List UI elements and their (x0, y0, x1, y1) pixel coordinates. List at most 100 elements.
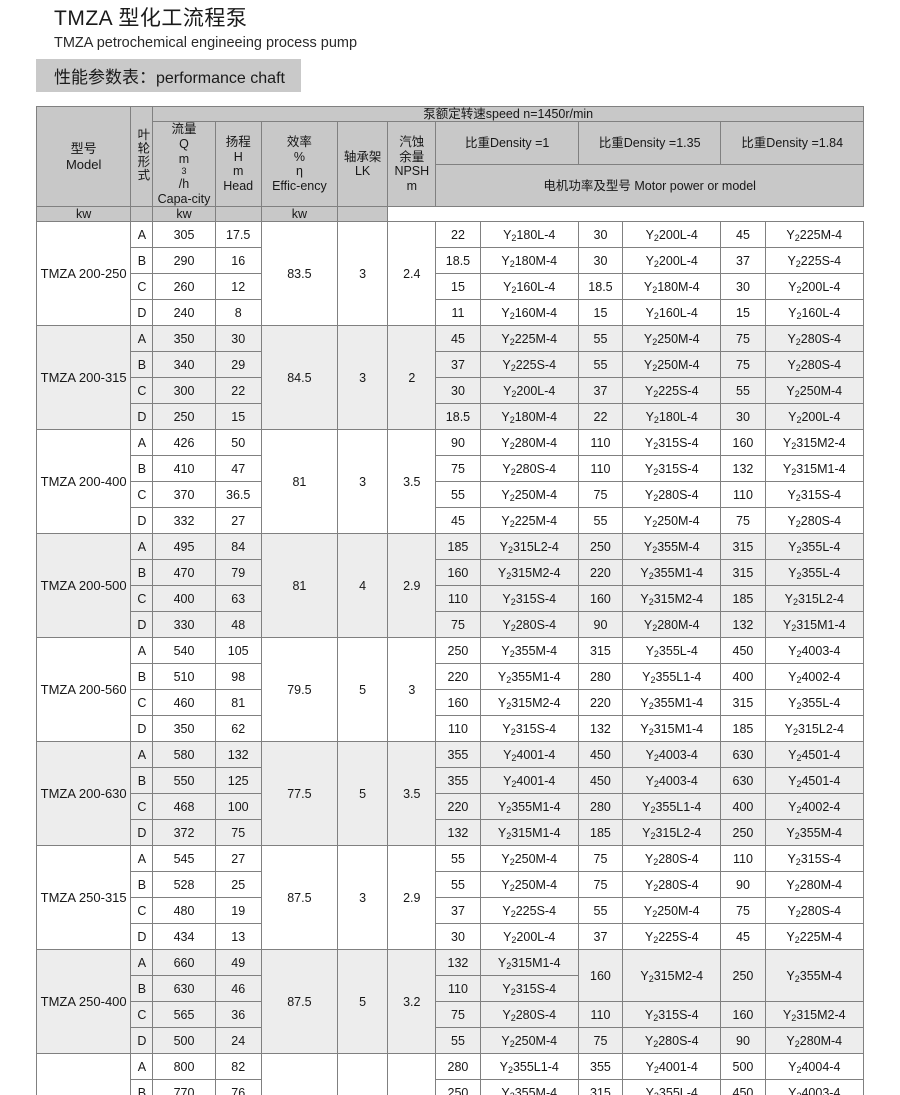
header-model: 型号 Model (35, 106, 132, 208)
motor-density1-cell: Y2315L2-4 (479, 533, 579, 561)
motor-density135-cell: Y2280S-4 (622, 871, 722, 899)
table-row: D 434 13 30 Y2200L-4 37 Y2225S-4 45 Y2225M-4 (37, 923, 865, 951)
head-cell: 30 (214, 325, 262, 353)
kw-density184-cell: 315 (720, 533, 766, 561)
head-cell: 25 (214, 871, 262, 899)
kw-density1-cell: 55 (435, 481, 481, 509)
section-banner: 性能参数表：performance chaft (36, 59, 301, 93)
motor-density135-cell: Y2315S-4 (622, 455, 722, 483)
table-row: D 240 8 11 Y2160M-4 15 Y2160L-4 15 Y2160L-4 (37, 299, 865, 327)
kw-density184-cell: 185 (720, 585, 766, 613)
motor-density1-cell: Y2315S-4 (479, 585, 579, 613)
kw-density184-cell: 132 (720, 611, 766, 639)
kw-density1-cell: 132 (435, 949, 481, 977)
kw-density184-cell: 450 (720, 1079, 766, 1095)
motor-density184-cell: Y2315L2-4 (764, 715, 865, 743)
kw-density184-cell: 15 (720, 299, 766, 327)
vane-cell: C (130, 273, 154, 301)
npsh-cell: 2.4 (387, 221, 437, 327)
npsh-cell: 3 (387, 637, 437, 743)
kw-density184-cell: 75 (720, 897, 766, 925)
title-block: TMZA 型化工流程泵 TMZA petrochemical engineein… (0, 0, 900, 93)
motor-density184-cell: Y2280S-4 (764, 325, 865, 353)
table-row: C 400 63 110 Y2315S-4 160 Y2315M2-4 185 Y2315L2-… (37, 585, 865, 613)
motor-density1-cell: Y2280S-4 (479, 1001, 579, 1029)
motor-density1-cell: Y2315S-4 (479, 715, 579, 743)
motor-density184-cell: Y2200L-4 (764, 403, 865, 431)
vane-cell: A (130, 429, 154, 457)
flow-cell: 250 (152, 403, 216, 431)
motor-density184-cell: Y2225S-4 (764, 247, 865, 275)
kw-density1-cell: 110 (435, 585, 481, 613)
flow-cell: 290 (152, 247, 216, 275)
flow-cell: 260 (152, 273, 216, 301)
motor-density184-cell: Y2315L2-4 (764, 585, 865, 613)
head-cell: 27 (214, 845, 262, 873)
head-cell: 62 (214, 715, 262, 743)
kw-density184-cell: 630 (720, 741, 766, 769)
motor-density184-cell: Y24002-4 (764, 663, 865, 691)
head-cell: 47 (214, 455, 262, 483)
table-row: TMZA 200-400 A 426 50 81 3 3.5 90 Y2280M-4 110 Y23… (35, 429, 865, 535)
flow-cell: 330 (152, 611, 216, 639)
model-cell: TMZA 200-630 (35, 741, 132, 847)
motor-density1-cell: Y2225S-4 (479, 351, 579, 379)
motor-density135-cell: Y2250M-4 (622, 507, 722, 535)
kw-density135-cell: 160 (577, 585, 624, 613)
motor-density184-cell: Y2280M-4 (764, 871, 865, 899)
model-cell: TMZA 200-500 (35, 533, 132, 639)
kw-density135-cell: 450 (577, 741, 624, 769)
kw-density1-cell: 37 (435, 897, 481, 925)
motor-density1-cell: Y2200L-4 (479, 377, 579, 405)
motor-density184-cell: Y2160L-4 (764, 299, 865, 327)
table-row: TMZA 200-315 A 350 30 84.5 3 2 45 Y2225M-4 55 Y225… (35, 325, 865, 431)
vane-cell: C (130, 481, 154, 509)
motor-density1-cell: Y2280M-4 (479, 429, 579, 457)
npsh-cell: 3.2 (387, 949, 437, 1055)
kw-density1-cell: 55 (435, 871, 481, 899)
flow-cell: 528 (152, 871, 216, 899)
header-bearing-bracket: 轴承架 LK (337, 121, 389, 208)
kw-density135-cell: 75 (577, 845, 624, 873)
kw-density135-cell: 220 (577, 559, 624, 587)
table-row: D 372 75 132 Y2315M1-4 185 Y2315L2-4 250 Y2355M-… (37, 819, 865, 847)
model-cell: TMZA 200-400 (35, 429, 132, 535)
flow-cell: 630 (152, 975, 216, 1003)
model-cell: TMZA 250-400 (35, 949, 132, 1055)
flow-cell: 350 (152, 325, 216, 353)
motor-density1-cell: Y2250M-4 (479, 1027, 579, 1055)
motor-density1-cell: Y2315M2-4 (479, 559, 579, 587)
vane-cell: A (130, 325, 154, 353)
model-cell: TMZA 250-315 (35, 845, 132, 951)
kw-density184-cell: 75 (720, 351, 766, 379)
kw-density1-cell: 37 (435, 351, 481, 379)
header-row-4: kw kw kw (35, 206, 864, 223)
vane-cell: D (130, 819, 154, 847)
table-row: B 470 79 160 Y2315M2-4 220 Y2355M1-4 315 Y2355L-… (37, 559, 865, 587)
kw-density184-cell: 450 (720, 637, 766, 665)
head-cell: 13 (214, 923, 262, 951)
flow-cell: 350 (152, 715, 216, 743)
table-row: B 340 29 37 Y2225S-4 55 Y2250M-4 75 Y2280S-4 (37, 351, 865, 379)
kw-density135-cell: 75 (577, 1027, 624, 1055)
kw-density184-cell: 45 (720, 221, 766, 249)
bearing-bracket-cell: 3 (337, 845, 389, 951)
page-title-en: TMZA petrochemical engineeing process pu… (54, 35, 358, 52)
motor-density135-cell: Y2355L1-4 (622, 793, 722, 821)
motor-density1-cell: Y2180M-4 (479, 403, 579, 431)
section-banner-cn: 性能参数表： (54, 68, 156, 88)
table-row: C 480 19 37 Y2225S-4 55 Y2250M-4 75 Y2280S-4 (37, 897, 865, 925)
vane-cell: B (130, 975, 154, 1003)
vane-cell: A (130, 221, 154, 249)
efficiency-cell: 81 (260, 533, 339, 639)
motor-density184-cell: Y2280S-4 (764, 897, 865, 925)
head-cell: 79 (214, 559, 262, 587)
kw-density1-cell: 250 (435, 637, 481, 665)
kw-density1-cell: 11 (435, 299, 481, 327)
kw-density135-cell: 55 (577, 507, 624, 535)
motor-density135-cell: Y2280S-4 (622, 1027, 722, 1055)
kw-density1-cell: 355 (435, 741, 481, 769)
flow-cell: 565 (152, 1001, 216, 1029)
motor-density135-cell: Y2315S-4 (622, 1001, 722, 1029)
